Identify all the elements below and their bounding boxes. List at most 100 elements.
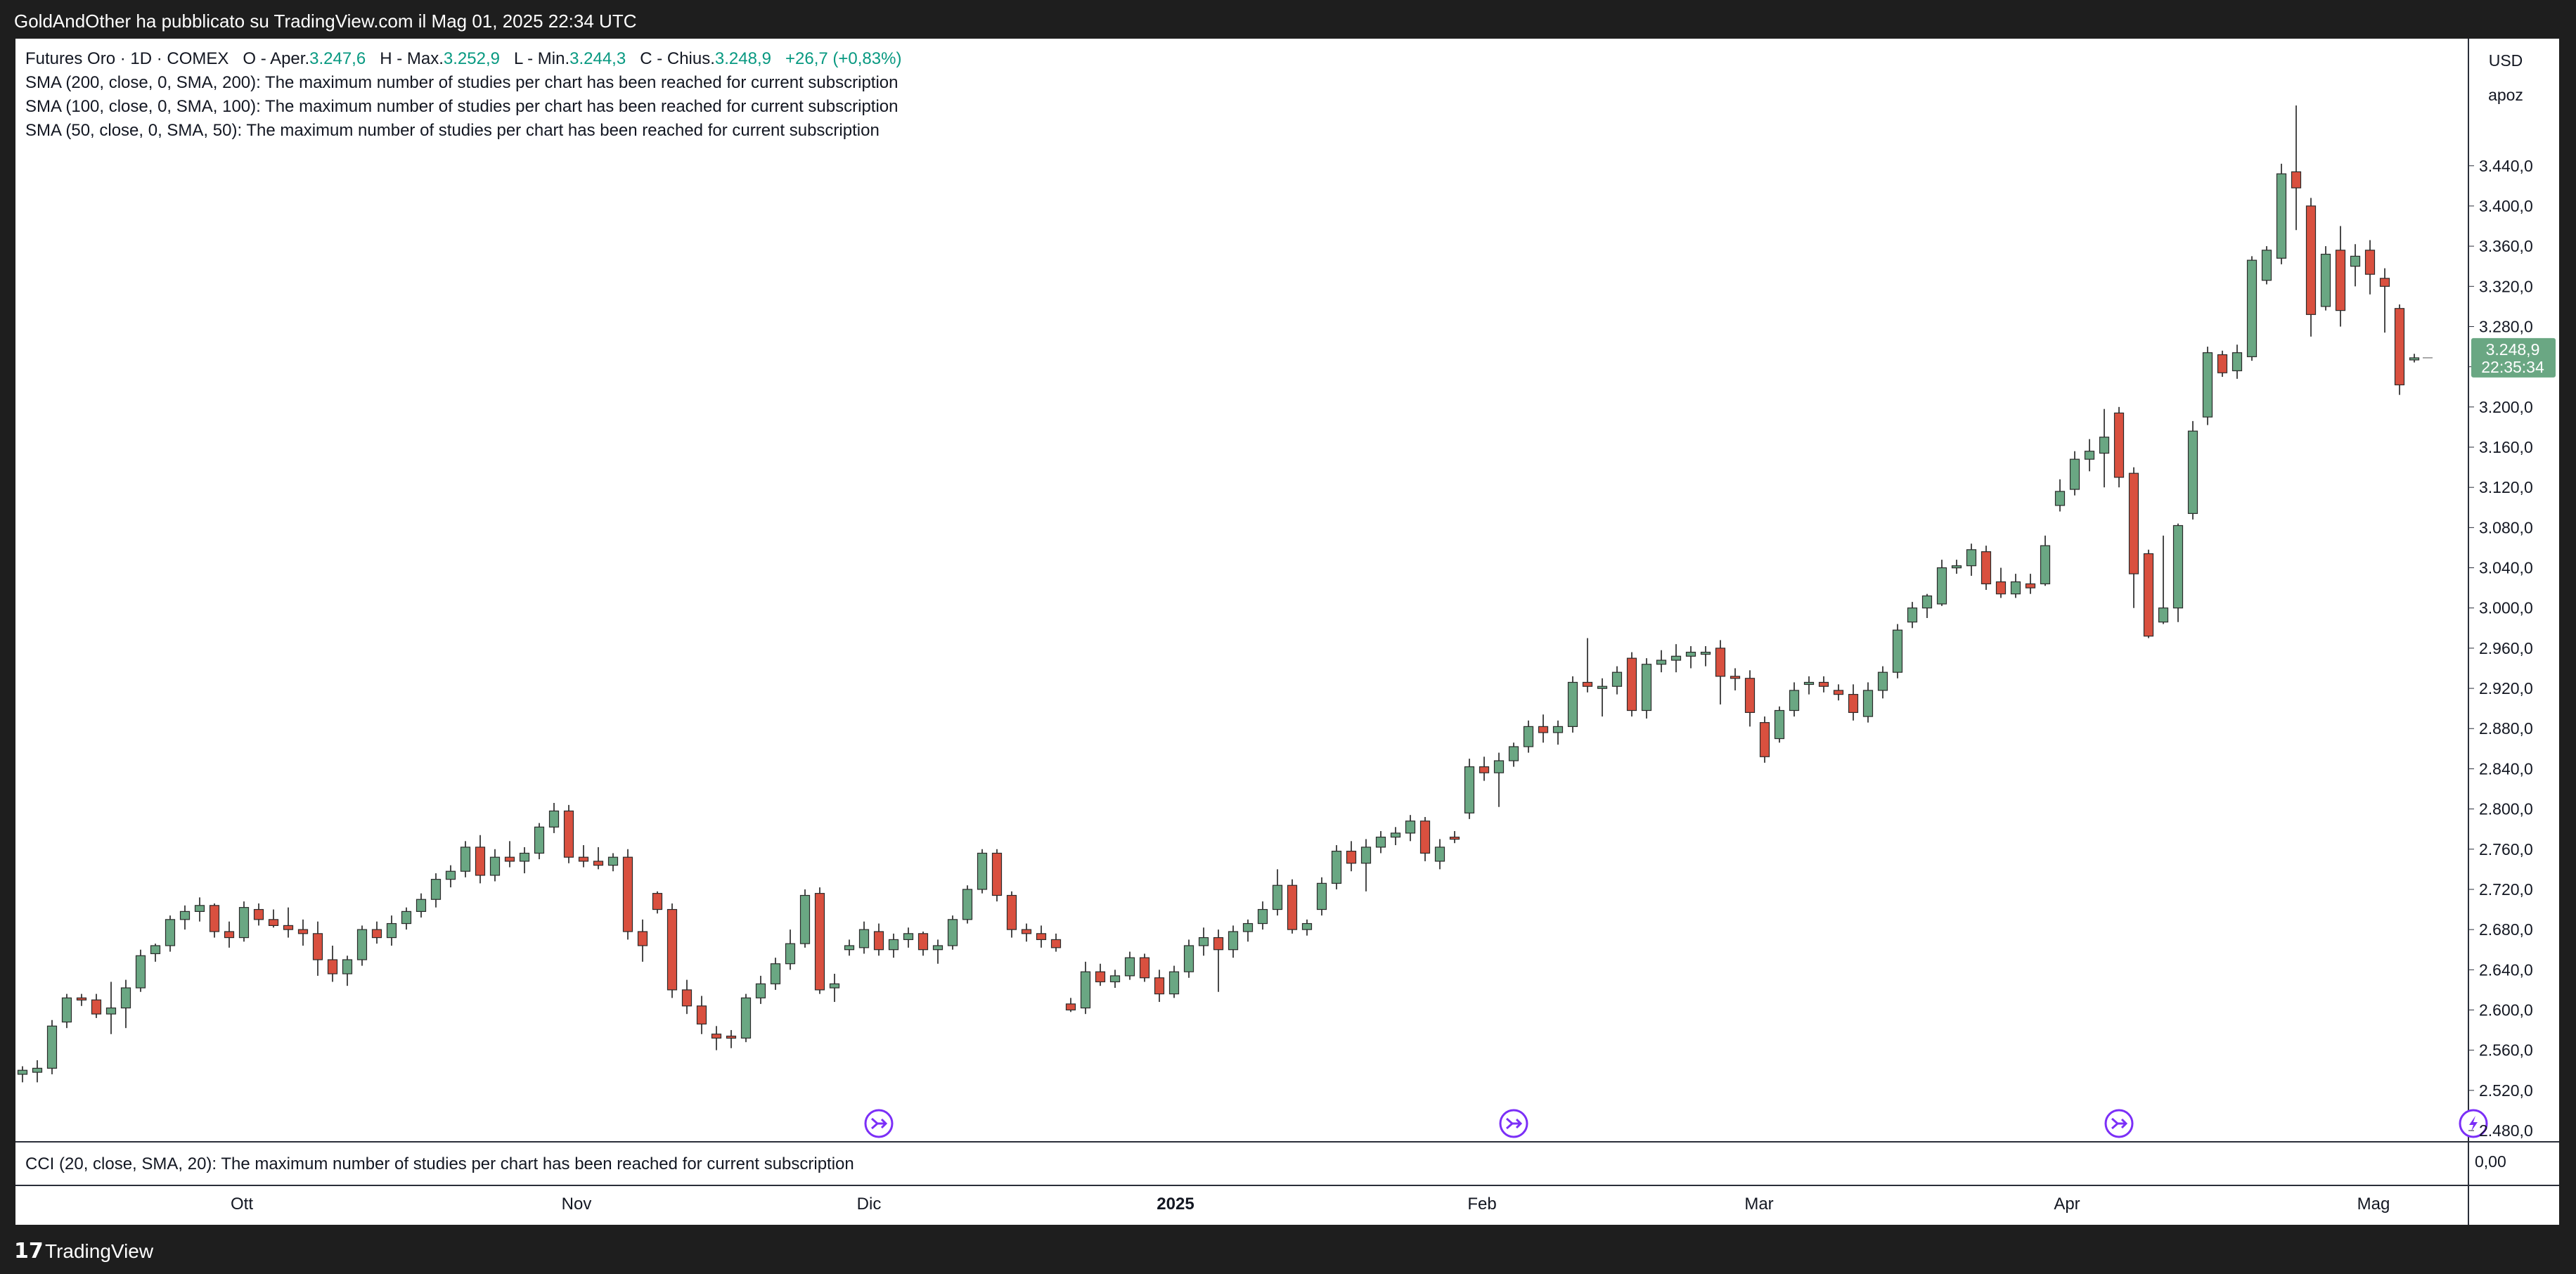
candle-body: [696, 1005, 707, 1025]
event-marker-glyph: [2469, 1116, 2478, 1131]
candle: [1759, 716, 1770, 763]
candle-body: [785, 943, 796, 965]
main-legend[interactable]: Futures Oro · 1D · COMEX O - Aper.3.247,…: [25, 49, 901, 69]
candle-body: [489, 856, 501, 876]
candle-body: [1095, 971, 1106, 983]
price-tick-label: 3.360,0: [2479, 237, 2533, 255]
candle: [504, 841, 515, 868]
candle: [519, 847, 530, 874]
scale-mode-label[interactable]: apoz: [2488, 86, 2523, 104]
lightning-icon[interactable]: [2459, 1109, 2488, 1138]
legend-high-label: H - Max.: [380, 49, 444, 68]
price-tick-label: 2.600,0: [2479, 1000, 2533, 1019]
candle: [1434, 839, 1445, 870]
study-sma-100[interactable]: SMA (100, close, 0, SMA, 100): The maxim…: [25, 97, 899, 116]
candle-body: [165, 919, 176, 946]
candle-body: [917, 933, 929, 951]
candle: [593, 847, 604, 870]
tradingview-logo-icon[interactable]: 𝟭𝟳: [14, 1240, 44, 1263]
candle-body: [1065, 1003, 1076, 1011]
candle-body: [888, 939, 899, 951]
candle: [1936, 560, 1947, 606]
candle: [1995, 567, 2007, 598]
price-tick-label: 3.120,0: [2479, 478, 2533, 496]
study-sma-50[interactable]: SMA (50, close, 0, SMA, 50): The maximum…: [25, 121, 880, 140]
candle-body: [327, 959, 338, 974]
time-scale[interactable]: Ott Nov Dic 2025 Feb Mar Apr Mag: [231, 1195, 2390, 1214]
chart-area[interactable]: 3.440,03.400,03.360,03.320,03.280,03.240…: [0, 0, 2576, 1225]
candle: [2202, 347, 2213, 425]
candle-body: [1523, 726, 1534, 747]
event-markers[interactable]: [864, 1109, 2488, 1138]
candle-body: [2379, 278, 2390, 287]
candle: [46, 1019, 58, 1074]
candle-body: [1670, 655, 1682, 661]
candle: [401, 907, 412, 930]
candle: [563, 804, 574, 863]
footer-brand[interactable]: TradingView: [45, 1240, 154, 1262]
price-tick-label: 2.520,0: [2479, 1081, 2533, 1100]
candle: [1405, 815, 1416, 842]
candle: [1316, 877, 1327, 916]
candle-body: [1449, 837, 1460, 840]
candle-body: [120, 987, 131, 1009]
candle-body: [2040, 545, 2051, 584]
price-scale[interactable]: 3.440,03.400,03.360,03.320,03.280,03.240…: [2468, 157, 2533, 1140]
candle: [2113, 406, 2125, 488]
candle-body: [1744, 678, 1756, 713]
candle: [947, 915, 958, 950]
candle-body: [1700, 651, 1711, 655]
candle-body: [1434, 847, 1445, 862]
split-arrow-icon[interactable]: [864, 1109, 894, 1138]
candle-body: [253, 908, 264, 920]
candle: [2364, 240, 2376, 295]
candle: [268, 909, 279, 928]
candle: [297, 919, 309, 946]
candle-body: [1139, 957, 1150, 979]
study-sma-200[interactable]: SMA (200, close, 0, SMA, 200): The maxim…: [25, 73, 899, 92]
split-arrow-icon[interactable]: [1499, 1109, 1528, 1138]
candle-body: [1168, 971, 1180, 995]
candle-body: [2232, 352, 2243, 371]
candle: [1360, 839, 1372, 892]
candle-body: [2320, 253, 2331, 307]
candle: [917, 931, 929, 956]
price-tick-label: 2.640,0: [2479, 960, 2533, 979]
candle-body: [2099, 437, 2110, 454]
candle-body: [1242, 922, 1254, 932]
event-marker-glyph: [2111, 1117, 2128, 1130]
candle: [1419, 817, 1431, 861]
time-tick-label: Mag: [2357, 1195, 2390, 1214]
split-arrow-icon[interactable]: [2104, 1109, 2134, 1138]
candle-body: [2084, 451, 2095, 460]
publisher-line: GoldAndOther ha pubblicato su TradingVie…: [14, 11, 637, 32]
candle-body: [445, 870, 456, 880]
study-cci[interactable]: CCI (20, close, SMA, 20): The maximum nu…: [25, 1154, 854, 1173]
candle-body: [1050, 939, 1062, 948]
candle-body: [2276, 173, 2287, 259]
candle-body: [2394, 308, 2405, 385]
candle-body: [297, 929, 309, 934]
candle: [755, 975, 766, 1004]
currency-label[interactable]: USD: [2489, 51, 2523, 70]
candle-body: [238, 907, 250, 939]
candle-body: [1715, 648, 1726, 677]
candle: [2158, 535, 2169, 624]
candle-body: [371, 929, 382, 939]
candle-body: [46, 1025, 58, 1069]
legend-symbol[interactable]: Futures Oro · 1D · COMEX: [25, 49, 229, 68]
candle: [1715, 640, 1726, 704]
candle: [1538, 714, 1549, 743]
candle: [1567, 676, 1578, 733]
candle-body: [903, 933, 914, 941]
candle: [2232, 345, 2243, 379]
candle-body: [268, 919, 279, 926]
time-tick-label: Mar: [1744, 1195, 1773, 1214]
candle-body: [2025, 583, 2036, 588]
last-price-badge: 3.248,9 22:35:34: [2471, 337, 2556, 378]
price-tick-label: 3.280,0: [2479, 317, 2533, 335]
candle: [2069, 451, 2080, 496]
candle: [1139, 953, 1150, 982]
candle-body: [179, 911, 191, 920]
candle: [1183, 939, 1194, 978]
